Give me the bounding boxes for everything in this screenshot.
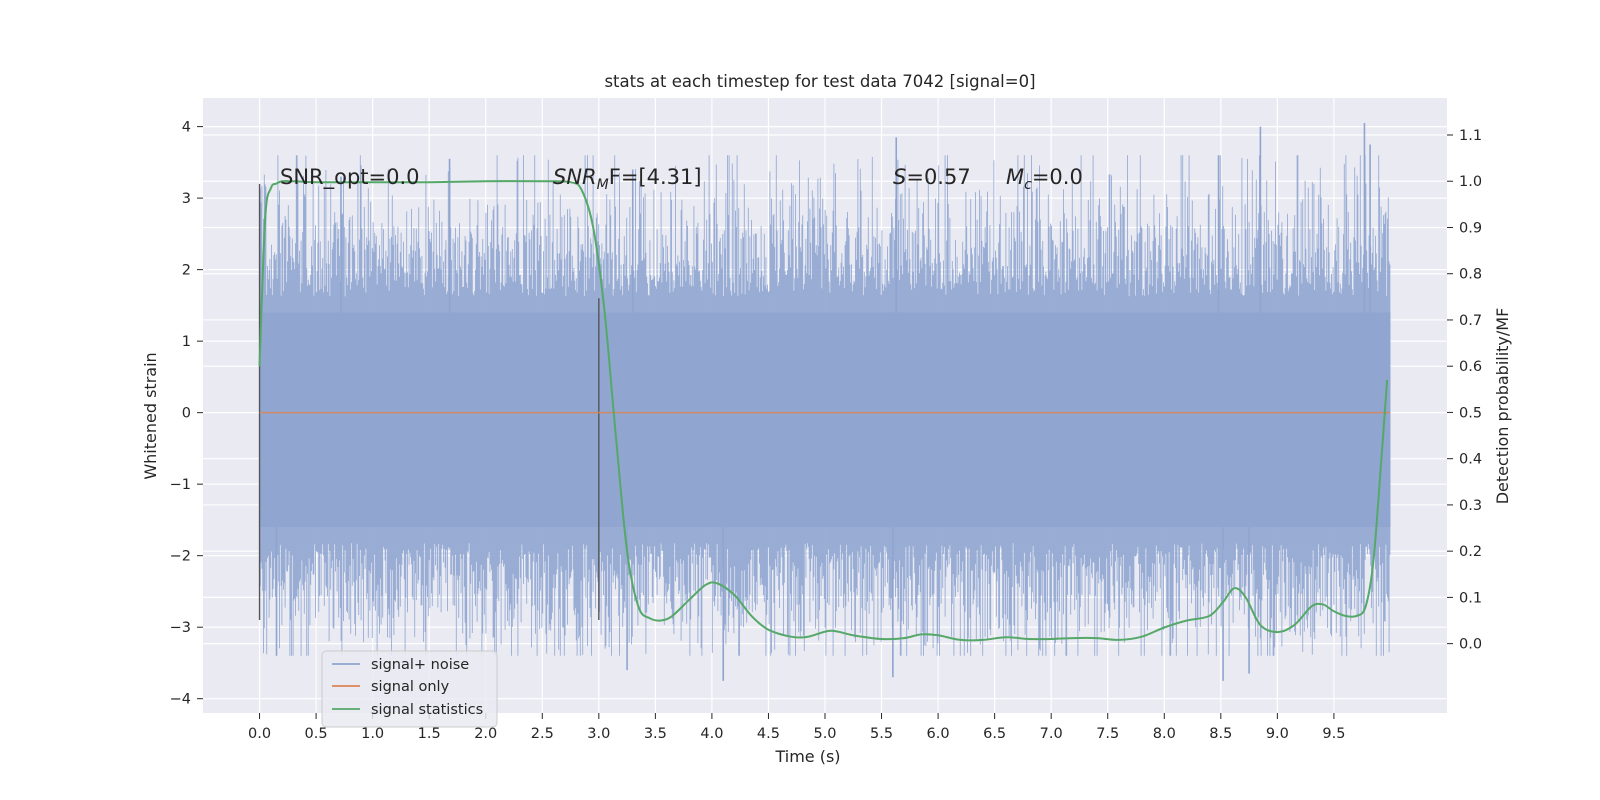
y-axis-ticks: 4 3 2 1 0 −1 −2 −3 −4: [170, 120, 203, 708]
annotation-s-symbol: S: [893, 165, 906, 189]
annotation-snr-mf: SNRMF=[4.31]: [553, 165, 702, 193]
y-tick-label: 0: [182, 406, 191, 422]
annotation-snr-mf-sub: M: [597, 177, 609, 193]
y2-tick-label: 0.9: [1459, 220, 1482, 236]
y2-tick-label: 0.2: [1459, 544, 1482, 560]
x-tick-label: 5.0: [813, 726, 836, 742]
y2-tick-label: 0.7: [1459, 313, 1482, 329]
y2-tick-label: 0.0: [1459, 637, 1482, 653]
vertical-markers: [258, 183, 600, 621]
x-tick-label: 3.0: [587, 726, 610, 742]
x-axis-ticks: 0.0 0.5 1.0 1.5 2.0 2.5 3.0 3.5 4.0 4.5 5.0 5.5 6.0 6…: [248, 713, 1345, 742]
legend: signal+ noise signal only signal statist…: [321, 650, 498, 728]
signal-statistics-line: [258, 179, 1389, 642]
y-tick-label: −2: [170, 549, 191, 565]
series-signal-noise: [259, 123, 1391, 681]
y2-axis-label: Detection probability/MF: [1493, 308, 1512, 505]
x-tick-label: 0.5: [305, 726, 328, 742]
annotation-mc-sub: c: [1024, 177, 1032, 193]
y2-tick-label: 0.8: [1459, 267, 1482, 283]
y2-tick-label: 0.6: [1459, 359, 1482, 375]
annotation-s-value: =0.57: [906, 165, 970, 189]
x-tick-label: 9.5: [1322, 726, 1345, 742]
chart-title: stats at each timestep for test data 704…: [604, 72, 1035, 91]
y-tick-label: 2: [182, 263, 191, 279]
y-tick-label: −1: [170, 477, 191, 493]
x-tick-label: 1.0: [361, 726, 384, 742]
y-tick-label: 4: [182, 120, 191, 136]
x-tick-label: 4.5: [757, 726, 780, 742]
y2-axis-ticks: 1.1 1.0 0.9 0.8 0.7 0.6 0.5 0.4 0.3 0.2 0.1 0.0: [1447, 128, 1482, 653]
y2-tick-label: 0.5: [1459, 405, 1482, 421]
annotation-snr-mf-symbol: SNR: [553, 165, 597, 189]
annotation-mc: Mc=0.0: [1006, 165, 1083, 193]
x-tick-label: 6.0: [927, 726, 950, 742]
y2-tick-label: 0.1: [1459, 590, 1482, 606]
y-tick-label: 1: [182, 334, 191, 350]
y-tick-label: −4: [170, 692, 191, 708]
x-tick-label: 8.5: [1209, 726, 1232, 742]
x-tick-label: 5.5: [870, 726, 893, 742]
annotation-s: S=0.57: [893, 165, 971, 189]
annotation-snr-opt: SNR_opt=0.0: [280, 165, 420, 190]
x-axis-label: Time (s): [774, 747, 840, 766]
y2-tick-label: 1.1: [1459, 128, 1482, 144]
y2-tick-label: 0.3: [1459, 498, 1482, 514]
x-tick-label: 7.0: [1040, 726, 1063, 742]
x-tick-label: 2.5: [531, 726, 554, 742]
x-tick-label: 8.0: [1153, 726, 1176, 742]
x-tick-label: 9.0: [1266, 726, 1289, 742]
x-tick-label: 7.5: [1096, 726, 1119, 742]
annotation-mc-symbol: M: [1006, 165, 1024, 189]
y2-tick-label: 1.0: [1459, 174, 1482, 190]
y-axis-label: Whitened strain: [141, 352, 160, 479]
legend-label-signal-noise: signal+ noise: [371, 657, 469, 673]
legend-label-signal-only: signal only: [371, 679, 450, 695]
x-tick-label: 2.0: [474, 726, 497, 742]
series-signal-statistics: [258, 179, 1389, 642]
x-tick-label: 1.5: [418, 726, 441, 742]
x-tick-label: 0.0: [248, 726, 271, 742]
annotation-snr-mf-tail: F=[4.31]: [609, 165, 702, 189]
legend-label-signal-statistics: signal statistics: [371, 702, 483, 718]
y-tick-label: 3: [182, 191, 191, 207]
annotation-mc-value: =0.0: [1032, 165, 1083, 189]
legend-box: [321, 650, 498, 728]
x-tick-label: 6.5: [983, 726, 1006, 742]
y-tick-label: −3: [170, 620, 191, 636]
y2-tick-label: 0.4: [1459, 452, 1482, 468]
x-tick-label: 4.0: [700, 726, 723, 742]
x-tick-label: 3.5: [644, 726, 667, 742]
